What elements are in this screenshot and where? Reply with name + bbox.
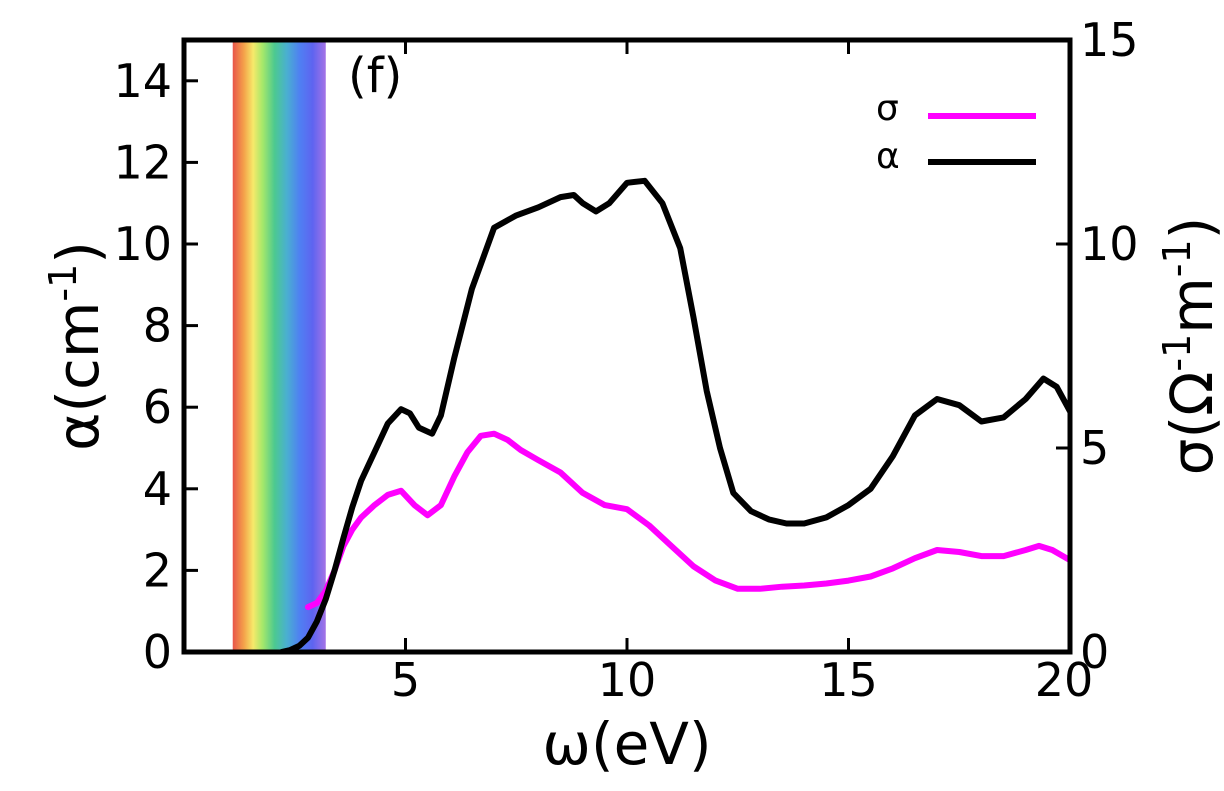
series-alpha-line	[278, 177, 1070, 652]
y-tick-label-right: 0	[1080, 625, 1109, 679]
panel-label: (f)	[348, 48, 402, 104]
plot-frame	[181, 37, 1073, 655]
y-tick-label-left: 2	[143, 543, 172, 597]
x-axis-label: ω(eV)	[542, 710, 711, 778]
y-tick-label-right: 10	[1080, 217, 1139, 271]
y-tick-label-left: 4	[143, 462, 172, 516]
y-tick-label-left: 12	[113, 135, 172, 189]
y-tick-label-right: 15	[1080, 13, 1139, 67]
visible-spectrum-band	[232, 40, 326, 652]
x-tick-label: 20	[1035, 653, 1094, 707]
y-tick-label-left: 0	[143, 625, 172, 679]
y-tick-label-left: 8	[143, 299, 172, 353]
x-tick-label: 10	[598, 653, 657, 707]
y-axis-label-left: α(cm-1)	[41, 241, 112, 451]
y-tick-label-left: 6	[143, 380, 172, 434]
legend-label-sigma: σ	[876, 88, 899, 129]
x-tick-label: 5	[391, 653, 420, 707]
y-axis-label-right: σ(Ω-1m-1)	[1155, 217, 1224, 476]
y-tick-label-left: 14	[113, 54, 172, 108]
legend-label-alpha: α	[876, 136, 900, 177]
x-tick-label: 15	[819, 653, 878, 707]
y-tick-label-left: 10	[113, 217, 172, 271]
y-tick-label-right: 5	[1080, 421, 1109, 475]
legend: σ α	[876, 88, 1036, 177]
series-sigma-line	[305, 430, 1070, 611]
